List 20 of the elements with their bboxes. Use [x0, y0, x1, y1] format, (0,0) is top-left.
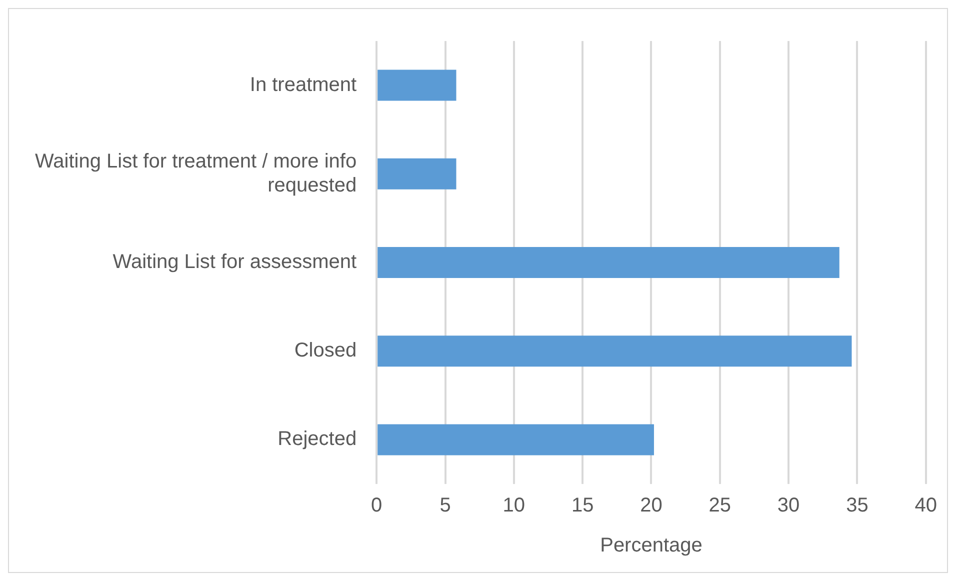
x-tick-label: 40 [914, 494, 937, 517]
x-tick-label: 0 [371, 494, 382, 517]
x-tick-label: 10 [502, 494, 526, 517]
bar [378, 158, 456, 190]
y-tick-label: Waiting List for assessment [112, 251, 358, 274]
y-tick-label: Closed [294, 340, 357, 362]
x-tick-label: 20 [640, 494, 662, 517]
x-tick-label: 35 [846, 494, 868, 517]
x-axis-title: Percentage [600, 534, 702, 557]
x-tick-label: 15 [571, 494, 594, 517]
y-tick-label: Rejected [278, 428, 357, 450]
x-tick-label: 5 [440, 494, 451, 517]
bar [378, 246, 840, 278]
y-tick-label: In treatment [250, 74, 358, 96]
x-tick-label: 30 [777, 494, 800, 517]
x-tick-label: 25 [708, 494, 732, 517]
bar [378, 336, 852, 367]
bar [378, 424, 654, 456]
y-tick-label: Waiting List for treatment / more info requested [34, 150, 357, 196]
bar [378, 70, 456, 101]
